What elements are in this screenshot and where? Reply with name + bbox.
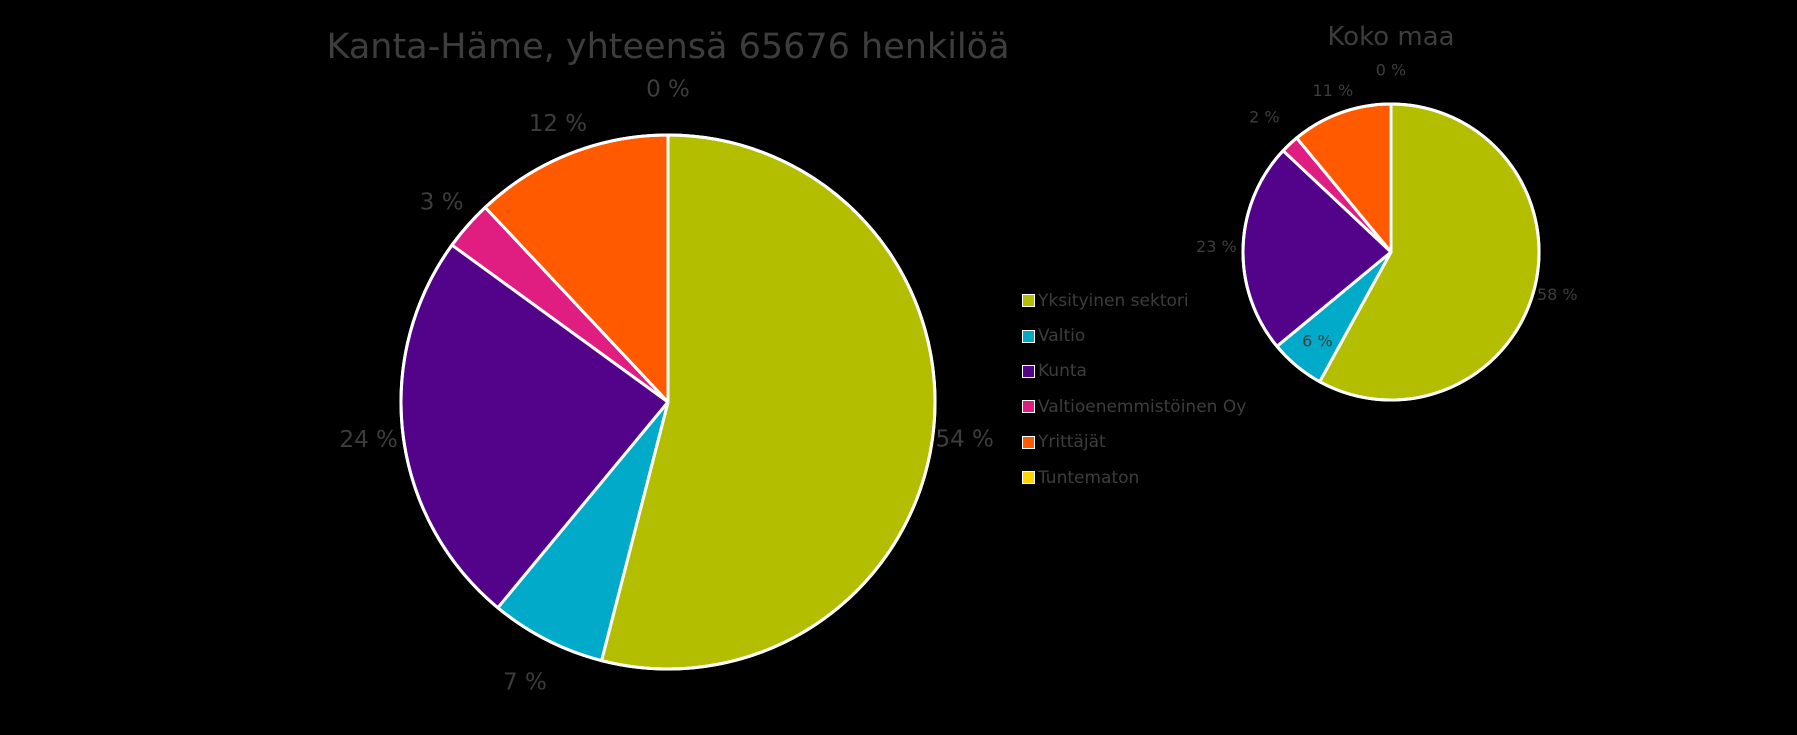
legend-label: Kunta — [1038, 361, 1087, 382]
legend-label: Valtioenemmistöinen Oy — [1038, 396, 1247, 417]
legend-item-tuntematon: Tuntematon — [1022, 460, 1246, 495]
legend-label: Yksityinen sektori — [1038, 290, 1189, 311]
pie-outline — [399, 133, 937, 671]
data-label-tuntematon: 0 % — [646, 77, 690, 103]
data-label-valtio: 6 % — [1302, 331, 1332, 350]
legend-label: Tuntematon — [1038, 467, 1140, 488]
legend-swatch — [1022, 294, 1035, 308]
data-label-yksityinen-sektori: 54 % — [935, 426, 993, 452]
data-label-yksityinen-sektori: 58 % — [1537, 285, 1578, 304]
legend-item-yksityinen-sektori: Yksityinen sektori — [1022, 283, 1246, 318]
legend-item-valtioenemmistoinen-oy: Valtioenemmistöinen Oy — [1022, 389, 1246, 424]
legend-item-kunta: Kunta — [1022, 354, 1246, 389]
pie-outline — [1241, 102, 1541, 402]
legend-label: Valtio — [1038, 326, 1086, 347]
data-label-tuntematon: 0 % — [1376, 60, 1406, 79]
chart-title-kanta-hame: Kanta-Häme, yhteensä 65676 henkilöä — [326, 27, 1009, 67]
legend-swatch — [1022, 435, 1035, 449]
legend-label: Yrittäjät — [1038, 432, 1106, 453]
legend-swatch — [1022, 400, 1035, 414]
data-label-valtioenemmistoinen-oy: 2 % — [1249, 108, 1279, 127]
chart-legend: Yksityinen sektori Valtio Kunta Valtioen… — [1022, 283, 1246, 495]
pie-chart-kanta-hame: 54 % 7 % 24 % 3 % 12 % 0 % — [339, 77, 993, 696]
legend-swatch — [1022, 364, 1035, 378]
data-label-yrittajat: 12 % — [529, 111, 587, 137]
legend-swatch — [1022, 471, 1035, 485]
data-label-kunta: 24 % — [339, 427, 397, 453]
pie-chart-koko-maa: 58 % 6 % 23 % 2 % 11 % 0 % — [1196, 60, 1578, 402]
chart-title-koko-maa: Koko maa — [1327, 22, 1454, 52]
data-label-valtio: 7 % — [503, 670, 547, 696]
legend-swatch — [1022, 329, 1035, 343]
legend-item-yrittajat: Yrittäjät — [1022, 425, 1246, 460]
data-label-valtioenemmistoinen-oy: 3 % — [420, 189, 464, 215]
data-label-yrittajat: 11 % — [1313, 81, 1354, 100]
data-label-kunta: 23 % — [1196, 237, 1237, 256]
legend-item-valtio: Valtio — [1022, 318, 1246, 353]
